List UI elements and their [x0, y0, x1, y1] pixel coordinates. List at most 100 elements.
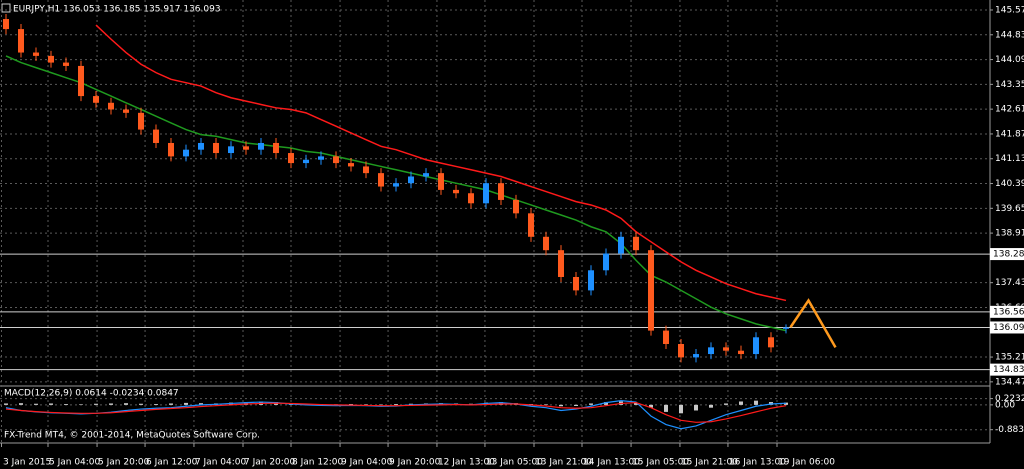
histogram-bar: [94, 403, 98, 405]
x-tick-label: 16 Jan 13:00: [729, 458, 786, 468]
indicator-title: MACD(12,26,9) 0.0614 -0.0234 0.0847: [4, 389, 179, 399]
level-box: [990, 248, 1024, 261]
candle-body: [648, 250, 654, 331]
histogram-bar: [544, 404, 548, 405]
x-tick-label: 3 Jan 2015: [3, 458, 51, 468]
candle-body: [153, 129, 159, 143]
histogram-bar: [559, 404, 563, 407]
level-box: [990, 321, 1024, 334]
level-box: [990, 305, 1024, 318]
candle-body: [288, 153, 294, 164]
histogram-bar: [79, 404, 83, 405]
histogram-bar: [724, 403, 728, 405]
candle-body: [573, 276, 579, 291]
candle-body: [78, 65, 84, 97]
candle-body: [438, 173, 444, 190]
x-tick-label: 9 Jan 20:00: [389, 458, 441, 468]
y-tick-label: 0.2232: [995, 394, 1024, 404]
x-tick-label: 15 Jan 05:00: [632, 458, 689, 468]
candle-body: [483, 183, 489, 204]
histogram-bar: [34, 403, 38, 405]
histogram-bar: [379, 404, 383, 406]
x-tick-label: 7 Jan 20:00: [244, 458, 296, 468]
series-line: [95, 24, 787, 302]
x-tick-label: 5 Jan 04:00: [49, 458, 101, 468]
histogram-bar: [649, 404, 653, 408]
level-label: 138.284: [993, 250, 1024, 260]
x-tick-label: 8 Jan 12:00: [292, 458, 344, 468]
histogram-bar: [139, 403, 143, 405]
histogram-bar: [694, 404, 698, 411]
candle-body: [48, 55, 54, 63]
histogram-bar: [19, 403, 23, 405]
y-tick-label: 145.570: [995, 5, 1024, 15]
candle-body: [693, 354, 699, 358]
candle-body: [603, 253, 609, 271]
candle-body: [363, 166, 369, 174]
x-tick-label: 19 Jan 06:00: [778, 458, 835, 468]
y-tick-label: 137.43: [995, 278, 1024, 288]
candle-body: [228, 146, 234, 154]
x-tick-label: 12 Jan 13:00: [438, 458, 495, 468]
candle-body: [678, 343, 684, 358]
candle-body: [273, 142, 279, 154]
histogram-bar: [679, 404, 683, 414]
level-label: 136.093: [993, 323, 1024, 333]
histogram-bar: [49, 403, 53, 405]
candle-body: [258, 142, 264, 150]
indicator-line: [5, 402, 787, 423]
candle-body: [303, 159, 309, 164]
level-box: [990, 363, 1024, 376]
x-tick-label: 7 Jan 04:00: [195, 458, 247, 468]
x-tick-label: 13 Jan 05:00: [486, 458, 543, 468]
candle-body: [63, 62, 69, 66]
candle-body: [3, 19, 9, 30]
series-line: [5, 55, 787, 332]
histogram-bar: [64, 404, 68, 405]
candle-body: [663, 330, 669, 344]
candle-body: [453, 189, 459, 194]
histogram-bar: [604, 402, 608, 405]
candle-body: [183, 149, 189, 157]
y-tick-label: 134.47: [995, 377, 1024, 387]
histogram-bar: [589, 403, 593, 405]
candle-body: [498, 183, 504, 200]
histogram-bar: [4, 403, 8, 405]
histogram-bar: [394, 404, 398, 405]
histogram-bar: [199, 403, 203, 405]
candle-body: [708, 347, 714, 355]
y-tick-label: 139.65: [995, 204, 1024, 214]
candle-body: [18, 29, 24, 53]
candle-body: [768, 337, 774, 348]
series-line: [789, 298, 837, 348]
x-tick-label: 15 Jan 21:00: [681, 458, 738, 468]
histogram-bar: [709, 404, 713, 408]
histogram-bar: [634, 402, 638, 405]
candle-body: [33, 52, 39, 56]
y-tick-label: 135.21: [995, 353, 1024, 363]
x-tick-label: 6 Jan 12:00: [146, 458, 198, 468]
x-tick-label: 9 Jan 04:00: [341, 458, 393, 468]
x-tick-label: 5 Jan 20:00: [98, 458, 150, 468]
candle-body: [408, 176, 414, 184]
histogram-bar: [754, 400, 758, 405]
candle-body: [123, 109, 129, 113]
candle-body: [543, 236, 549, 251]
candle-body: [378, 173, 384, 187]
candle-body: [138, 112, 144, 130]
candle-body: [618, 236, 624, 254]
candle-body: [633, 236, 639, 251]
x-tick-label: 14 Jan 13:00: [583, 458, 640, 468]
histogram-bar: [349, 404, 353, 405]
x-tick-label: 13 Jan 21:00: [535, 458, 592, 468]
candle-body: [348, 163, 354, 167]
candle-body: [423, 173, 429, 177]
histogram-bar: [739, 401, 743, 405]
y-tick-label: 144.830: [995, 30, 1024, 40]
candle-body: [108, 102, 114, 110]
level-label: 136.560: [993, 307, 1024, 317]
chart-icon: [1, 3, 11, 13]
y-tick-label: 138.91: [995, 229, 1024, 239]
